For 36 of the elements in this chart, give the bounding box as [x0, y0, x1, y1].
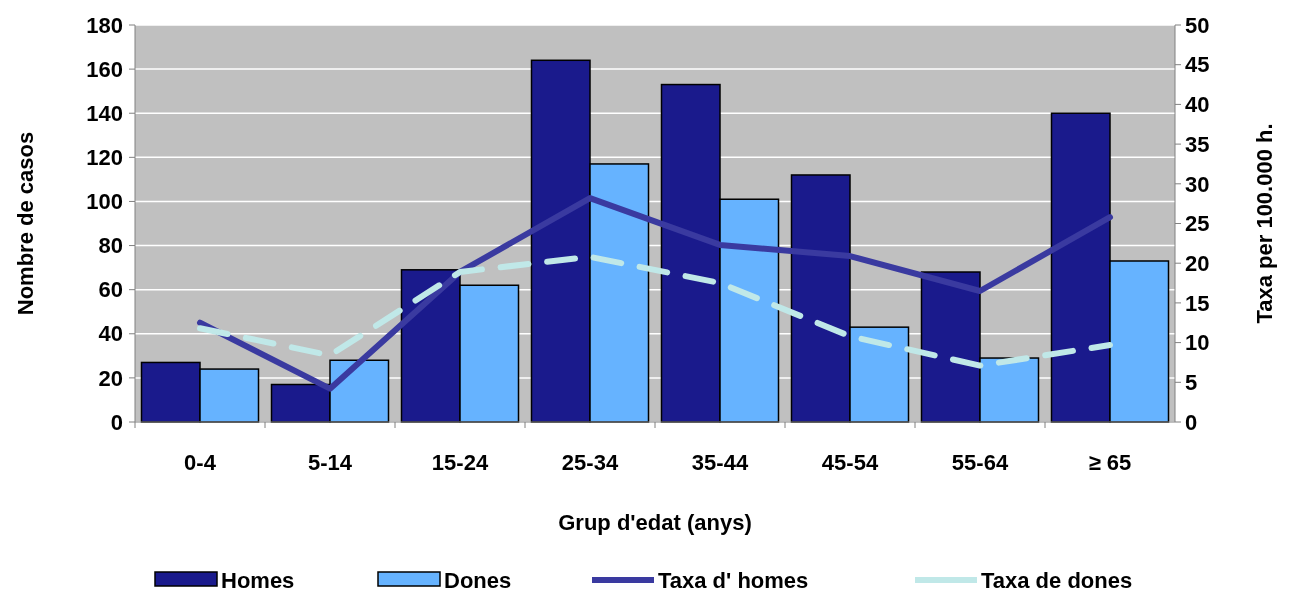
x-tick-label: 0-4 [184, 450, 217, 475]
y2-tick-label: 5 [1185, 370, 1198, 395]
y-tick-label: 60 [98, 277, 123, 303]
y-tick-label: 140 [86, 100, 123, 126]
x-tick-label: 55-64 [951, 450, 1009, 475]
x-axis-title: Grup d'edat (anys) [558, 510, 752, 535]
legend-label: Taxa d' homes [658, 567, 809, 593]
x-tick-label: 15-24 [431, 450, 489, 475]
y2-tick-label: 25 [1185, 211, 1210, 237]
y-tick-label: 0 [110, 409, 123, 435]
y-axis-title: Nombre de casos [13, 131, 38, 316]
x-tick-label: 45-54 [821, 450, 879, 475]
y2-tick-label: 45 [1185, 52, 1210, 78]
y2-tick-label: 15 [1185, 290, 1210, 316]
x-tick-label: ≥ 65 [1088, 450, 1132, 475]
x-tick-label: 5-14 [307, 450, 353, 475]
legend-label: Dones [444, 567, 512, 593]
y2-tick-label: 35 [1185, 131, 1210, 157]
y2-axis-title: Taxa per 100.000 h. [1252, 123, 1277, 324]
y-tick-label: 80 [98, 233, 123, 259]
y-tick-label: 20 [98, 365, 123, 391]
y-tick-label: 180 [86, 12, 123, 38]
y2-tick-label: 30 [1185, 171, 1210, 197]
legend-label: Homes [221, 567, 295, 593]
y-tick-label: 100 [86, 189, 123, 215]
y2-tick-label: 50 [1185, 12, 1210, 38]
legend-label: Taxa de dones [981, 567, 1133, 593]
y2-tick-label: 40 [1185, 92, 1210, 118]
y2-tick-label: 0 [1185, 409, 1198, 435]
y-tick-label: 120 [86, 145, 123, 171]
y-tick-label: 40 [98, 321, 123, 347]
y2-tick-label: 10 [1185, 330, 1210, 356]
y2-tick-label: 20 [1185, 250, 1210, 276]
x-tick-label: 25-34 [561, 450, 619, 475]
x-tick-label: 35-44 [691, 450, 749, 475]
y-tick-label: 160 [86, 56, 123, 82]
